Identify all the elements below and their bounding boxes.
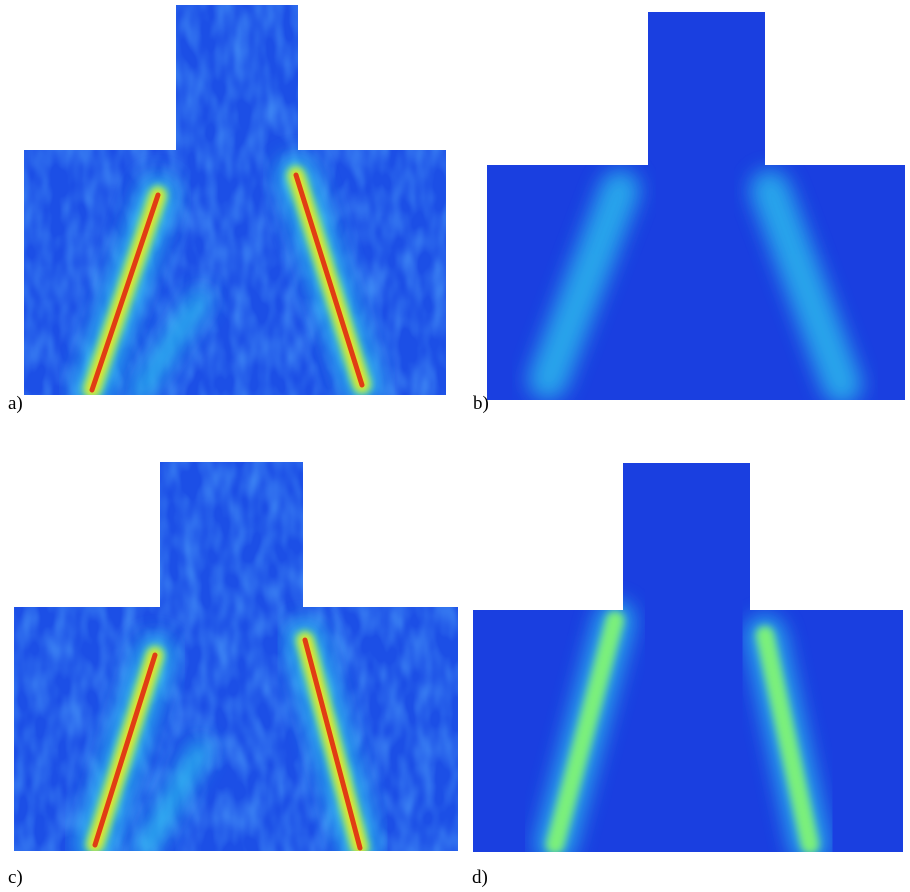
strain-map bbox=[473, 463, 903, 852]
panel-label: b) bbox=[473, 393, 489, 414]
panel-label: d) bbox=[472, 867, 488, 888]
strain-map bbox=[487, 12, 905, 400]
figure: a) b) c) d) bbox=[0, 0, 910, 892]
strain-map bbox=[14, 462, 458, 851]
strain-map bbox=[24, 5, 446, 395]
texture bbox=[14, 462, 458, 851]
specimen bbox=[473, 463, 903, 852]
panel-label: c) bbox=[8, 867, 23, 888]
texture bbox=[24, 5, 446, 395]
panel-label: a) bbox=[8, 393, 23, 414]
